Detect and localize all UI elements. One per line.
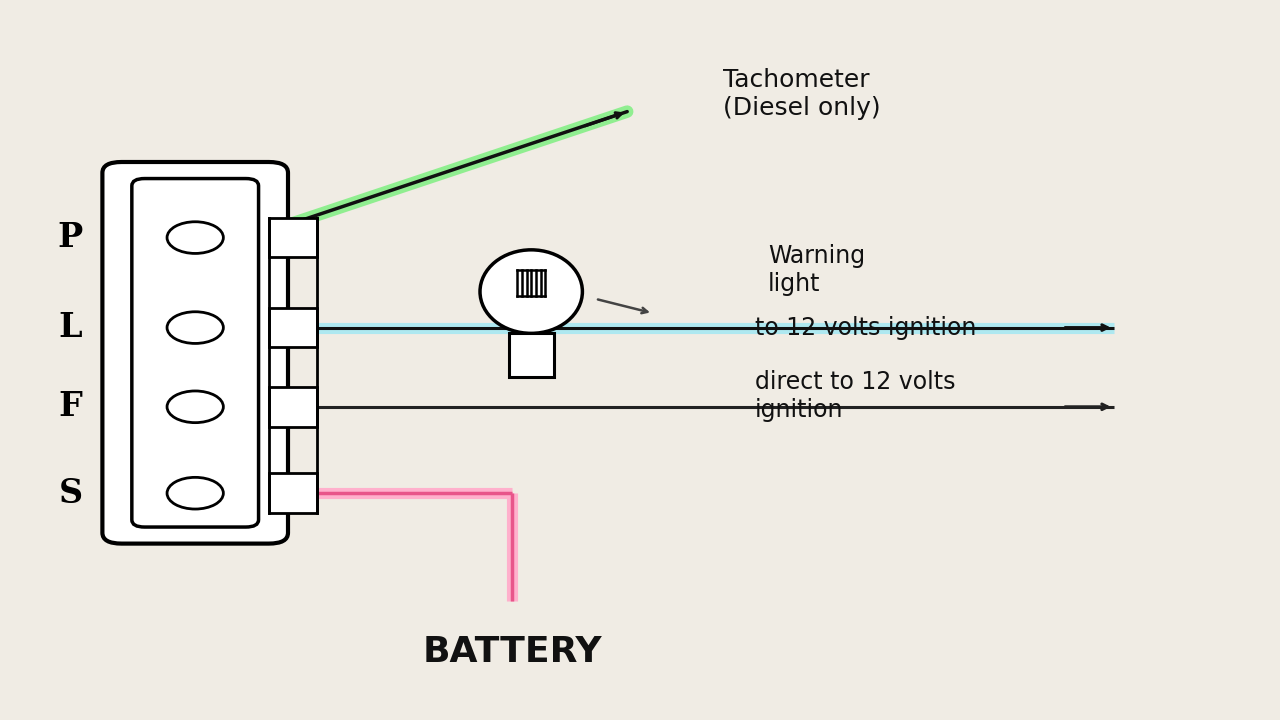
Text: to 12 volts ignition: to 12 volts ignition: [755, 315, 977, 340]
Ellipse shape: [480, 250, 582, 333]
Text: Warning
light: Warning light: [768, 244, 865, 296]
Circle shape: [166, 477, 224, 509]
Bar: [269, 387, 317, 426]
FancyBboxPatch shape: [102, 162, 288, 544]
Text: Tachometer
(Diesel only): Tachometer (Diesel only): [723, 68, 881, 120]
Text: L: L: [59, 311, 82, 344]
Bar: [269, 474, 317, 513]
Bar: [269, 307, 317, 347]
Text: F: F: [59, 390, 82, 423]
Bar: [269, 217, 317, 257]
Circle shape: [166, 222, 224, 253]
Text: P: P: [58, 221, 83, 254]
Text: direct to 12 volts
ignition: direct to 12 volts ignition: [755, 370, 956, 422]
Bar: [508, 333, 554, 377]
FancyBboxPatch shape: [132, 179, 259, 527]
Text: BATTERY: BATTERY: [422, 634, 602, 669]
Circle shape: [166, 312, 224, 343]
Circle shape: [166, 391, 224, 423]
Text: S: S: [59, 477, 82, 510]
